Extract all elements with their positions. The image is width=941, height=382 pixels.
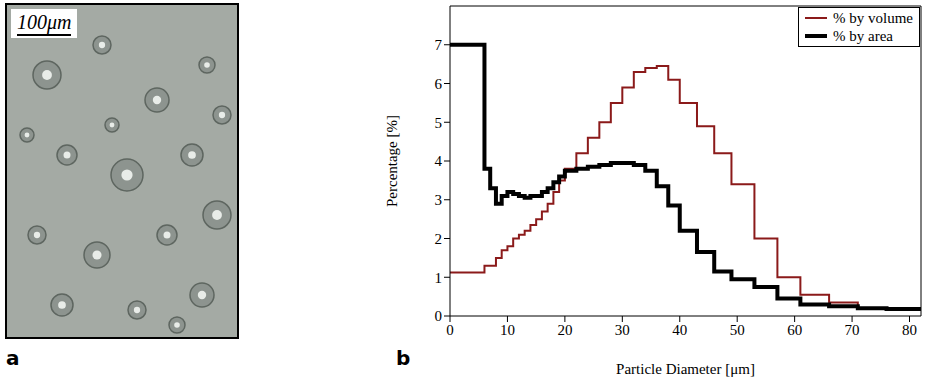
- html-text:100μm: 100μm: [17, 11, 72, 33]
- svg-text:80: 80: [902, 322, 917, 338]
- svg-text:20: 20: [557, 322, 572, 338]
- svg-text:7: 7: [435, 37, 443, 53]
- svg-text:4: 4: [435, 153, 443, 169]
- svg-text:10: 10: [500, 322, 515, 338]
- svg-text:70: 70: [845, 322, 860, 338]
- html-text:b: b: [396, 346, 411, 370]
- svg-text:40: 40: [672, 322, 687, 338]
- svg-text:0: 0: [435, 308, 443, 324]
- html-text:% by volume: % by volume: [833, 10, 913, 26]
- svg-text:6: 6: [435, 76, 443, 92]
- svg-text:1: 1: [435, 270, 443, 286]
- svg-text:Percentage [%]: Percentage [%]: [384, 115, 400, 207]
- svg-text:3: 3: [435, 192, 443, 208]
- svg-text:5: 5: [435, 115, 443, 131]
- html-text:a: a: [6, 346, 20, 370]
- svg-text:60: 60: [787, 322, 802, 338]
- svg-text:Particle Diameter [μm]: Particle Diameter [μm]: [616, 361, 755, 377]
- svg-text:0: 0: [446, 322, 454, 338]
- html-text:% by area: % by area: [833, 28, 893, 44]
- svg-text:2: 2: [435, 231, 443, 247]
- svg-text:50: 50: [730, 322, 745, 338]
- svg-text:30: 30: [615, 322, 630, 338]
